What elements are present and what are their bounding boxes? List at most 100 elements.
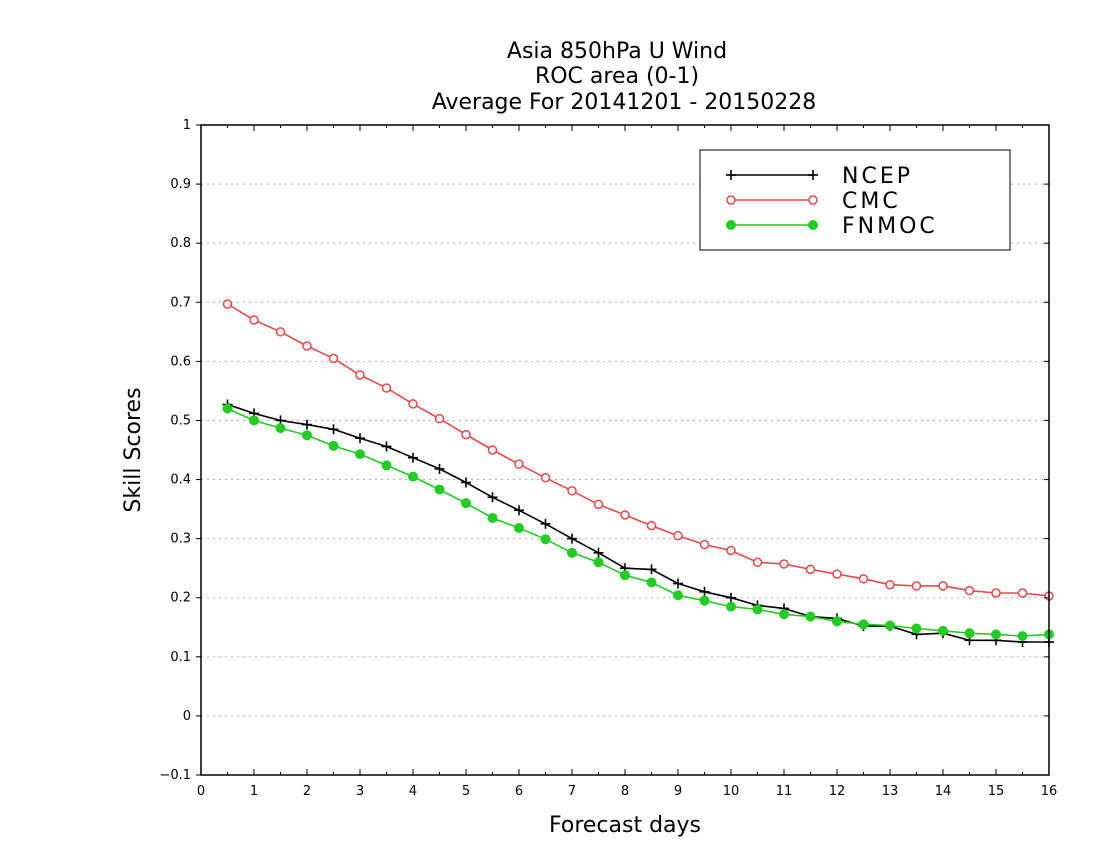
legend-label-ncep: NCEP xyxy=(842,164,913,189)
legend-marker-ncep xyxy=(726,170,736,180)
y-tick-label: 0.8 xyxy=(170,236,191,251)
fnmoc-point xyxy=(408,471,418,482)
legend-entry-ncep: NCEP xyxy=(726,164,913,189)
y-tick-label: 0.5 xyxy=(170,413,191,428)
fnmoc-point xyxy=(620,570,630,581)
cmc-point xyxy=(699,539,710,550)
y-tick-label: −0.1 xyxy=(159,768,191,783)
ncep-point xyxy=(646,564,657,575)
cmc-point xyxy=(540,473,551,483)
cmc-point xyxy=(434,413,445,424)
ncep-point xyxy=(302,419,312,430)
x-tick-label: 7 xyxy=(568,784,576,799)
ncep-point xyxy=(381,441,392,452)
legend-label-cmc: CMC xyxy=(842,189,901,214)
x-axis-label: Forecast days xyxy=(549,813,701,838)
fnmoc-point xyxy=(779,609,789,620)
fnmoc-point xyxy=(1017,631,1028,642)
fnmoc-point xyxy=(646,577,657,588)
ncep-point xyxy=(540,518,551,529)
fnmoc-point xyxy=(593,557,604,568)
cmc-point xyxy=(938,581,948,591)
ncep-point xyxy=(514,505,524,516)
fnmoc-point xyxy=(302,430,312,441)
cmc-point xyxy=(408,399,418,409)
cmc-point xyxy=(805,564,816,575)
y-tick-label: 0.4 xyxy=(170,473,191,488)
cmc-point xyxy=(752,557,763,568)
fnmoc-point xyxy=(673,590,683,601)
fnmoc-point xyxy=(752,604,763,615)
y-tick-label: 0.3 xyxy=(170,532,191,547)
legend-marker-fnmoc xyxy=(726,220,736,230)
x-tick-label: 3 xyxy=(356,784,364,799)
x-tick-label: 2 xyxy=(303,784,311,799)
y-tick-label: 0.6 xyxy=(170,354,191,369)
cmc-point xyxy=(885,579,895,590)
series-cmc xyxy=(222,299,1054,601)
fnmoc-point xyxy=(991,629,1001,640)
fnmoc-point xyxy=(699,595,710,606)
x-tick-label: 9 xyxy=(674,784,682,799)
cmc-point xyxy=(514,459,524,469)
legend-label-fnmoc: FNMOC xyxy=(842,214,938,239)
x-tick-label: 5 xyxy=(462,784,470,799)
x-tick-label: 15 xyxy=(988,784,1005,799)
y-tick-label: 0 xyxy=(183,709,191,724)
ncep-point xyxy=(461,477,471,488)
cmc-point xyxy=(858,574,869,584)
fnmoc-point xyxy=(832,616,842,627)
cmc-point xyxy=(911,581,922,591)
fnmoc-point xyxy=(328,440,339,451)
legend-marker-ncep xyxy=(808,170,818,180)
fnmoc-point xyxy=(858,619,869,630)
legend-marker-fnmoc xyxy=(808,220,818,230)
ncep-point xyxy=(726,592,736,603)
y-tick-label: 0.7 xyxy=(170,295,191,310)
legend-entry-cmc: CMC xyxy=(726,189,901,214)
y-tick-label: 1 xyxy=(183,118,191,133)
legend-marker-cmc xyxy=(726,195,736,205)
fnmoc-point xyxy=(514,523,524,533)
x-tick-label: 6 xyxy=(515,784,523,799)
cmc-point xyxy=(567,486,577,496)
ncep-point xyxy=(699,586,710,597)
fnmoc-point xyxy=(434,484,445,495)
cmc-point xyxy=(779,559,789,569)
cmc-point xyxy=(381,383,392,393)
fnmoc-point xyxy=(567,547,577,558)
x-tick-label: 11 xyxy=(776,784,793,799)
legend-entry-fnmoc: FNMOC xyxy=(726,214,938,239)
fnmoc-point xyxy=(540,534,551,545)
ncep-point xyxy=(673,578,683,589)
cmc-point xyxy=(964,585,975,596)
cmc-point xyxy=(620,510,630,520)
fnmoc-point xyxy=(885,620,895,631)
legend-marker-cmc xyxy=(808,195,818,205)
ticks: −0.100.10.20.30.40.50.60.70.80.910 1 2 3 4 5 6… xyxy=(159,118,1057,799)
ncep-point xyxy=(434,463,445,474)
cmc-point xyxy=(593,499,604,510)
fnmoc-point xyxy=(487,512,498,523)
fnmoc-point xyxy=(726,601,736,612)
cmc-point xyxy=(302,341,312,351)
x-tick-label: 13 xyxy=(882,784,899,799)
y-tick-label: 0.1 xyxy=(170,650,191,665)
series-layer xyxy=(222,299,1054,648)
ncep-point xyxy=(487,492,498,503)
chart-title-line-3: Average For 20141201 - 20150228 xyxy=(432,90,817,115)
fnmoc-point xyxy=(805,611,816,622)
x-tick-label: 14 xyxy=(935,784,952,799)
fnmoc-point xyxy=(355,449,365,460)
x-tick-label: 16 xyxy=(1041,784,1058,799)
cmc-point xyxy=(222,299,233,309)
cmc-point xyxy=(673,530,683,541)
cmc-point xyxy=(249,315,259,325)
ncep-point xyxy=(355,433,365,444)
cmc-point xyxy=(991,588,1001,598)
cmc-point xyxy=(1017,588,1028,598)
fnmoc-line xyxy=(227,407,1050,637)
cmc-point xyxy=(355,370,365,380)
